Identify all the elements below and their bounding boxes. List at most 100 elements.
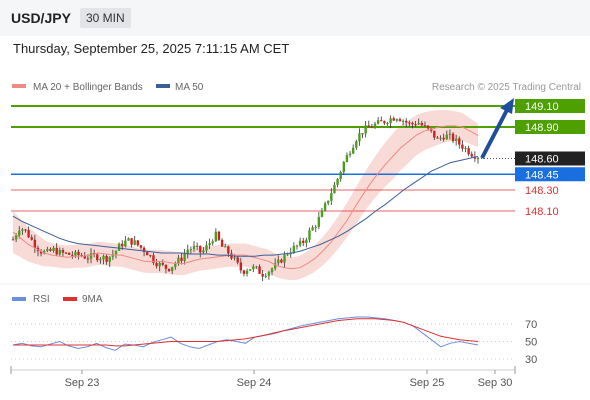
- candle-body: [161, 262, 164, 265]
- candle-body: [139, 245, 143, 248]
- candle-body: [439, 137, 442, 139]
- candle-body: [214, 231, 218, 242]
- candle-body: [454, 138, 458, 142]
- candle-body: [370, 127, 374, 129]
- forecast-arrow: [480, 107, 510, 159]
- candle-body: [142, 247, 146, 253]
- candle-body: [351, 147, 355, 154]
- candle-body: [18, 230, 21, 236]
- candle-body: [383, 121, 386, 124]
- candle-body: [408, 122, 411, 124]
- candle-body: [330, 193, 333, 201]
- candle-body: [77, 251, 80, 256]
- rsi-tick-30: 30: [525, 354, 537, 366]
- candle-body: [373, 123, 377, 128]
- candle-body: [302, 240, 305, 244]
- candle-body: [233, 257, 236, 259]
- candle-body: [414, 124, 417, 126]
- candle-body: [236, 257, 239, 263]
- candle-body: [205, 245, 208, 251]
- candle-body: [83, 255, 86, 259]
- candle-body: [392, 118, 395, 121]
- timeframe-badge[interactable]: 30 MIN: [80, 8, 131, 28]
- candle-body: [305, 239, 308, 244]
- candle-body: [64, 252, 68, 254]
- candle-body: [121, 243, 124, 247]
- candle-body: [342, 162, 346, 172]
- level-149-10-label: 149.10: [525, 101, 559, 113]
- candle-body: [461, 144, 464, 149]
- ma9-legend-label: 9MA: [82, 294, 103, 305]
- candle-body: [327, 200, 330, 204]
- candles-group: [11, 115, 480, 282]
- candle-body: [21, 229, 24, 231]
- header-bar: USD/JPY 30 MIN: [0, 0, 590, 36]
- candle-body: [273, 263, 277, 269]
- candle-body: [108, 256, 111, 262]
- candle-body: [136, 240, 140, 246]
- candle-body: [27, 230, 30, 238]
- forecast-arrow-head: [500, 98, 514, 114]
- candle-body: [405, 120, 408, 123]
- candle-body: [308, 230, 311, 240]
- candle-body: [174, 263, 177, 267]
- candle-body: [433, 130, 436, 138]
- candle-body: [445, 134, 448, 140]
- candle-body: [55, 247, 58, 255]
- candle-body: [199, 245, 202, 253]
- ma20-legend-swatch: [12, 84, 26, 88]
- candle-body: [267, 272, 271, 276]
- x-tick-sep-24: Sep 24: [237, 377, 272, 389]
- candle-body: [39, 251, 43, 254]
- candle-body: [67, 252, 71, 255]
- candle-body: [355, 141, 358, 148]
- candle-body: [467, 148, 470, 155]
- candle-body: [398, 119, 402, 122]
- candle-body: [270, 268, 274, 273]
- main-legend: MA 20 + Bollinger Bands MA 50 Research ©…: [12, 82, 581, 93]
- candle-body: [43, 250, 46, 254]
- ma50-legend-label: MA 50: [175, 82, 204, 93]
- candle-body: [102, 255, 105, 260]
- level-148-90-label: 148.90: [525, 122, 559, 134]
- candle-body: [245, 270, 249, 274]
- candle-body: [239, 262, 243, 271]
- candle-body: [71, 254, 74, 256]
- candle-body: [261, 273, 264, 277]
- x-tick-sep-23: Sep 23: [65, 377, 100, 389]
- candle-body: [242, 270, 246, 274]
- candle-body: [105, 255, 108, 262]
- candle-body: [311, 227, 314, 231]
- candle-body: [74, 251, 77, 256]
- candle-body: [448, 133, 452, 135]
- candle-body: [183, 253, 186, 261]
- candle-body: [170, 266, 174, 272]
- candle-body: [217, 231, 221, 240]
- candle-body: [80, 255, 83, 257]
- candle-body: [255, 266, 258, 268]
- candle-body: [111, 254, 115, 257]
- level-148-60-badge: [515, 151, 585, 166]
- candle-body: [361, 133, 364, 135]
- rsi-legend-swatch: [12, 297, 26, 301]
- candle-body: [248, 269, 252, 271]
- candle-body: [127, 238, 130, 241]
- candle-body: [211, 241, 214, 244]
- candle-body: [458, 138, 461, 145]
- candle-body: [149, 255, 152, 257]
- candle-body: [114, 250, 118, 255]
- candle-body: [420, 123, 424, 126]
- candle-body: [426, 125, 430, 129]
- candle-body: [345, 155, 349, 163]
- candle-body: [130, 238, 133, 245]
- candle-body: [133, 240, 136, 245]
- candle-body: [314, 226, 317, 228]
- rsi-tick-70: 70: [525, 319, 537, 331]
- ma20-legend-label: MA 20 + Bollinger Bands: [33, 82, 143, 93]
- candle-body: [264, 275, 267, 277]
- candle-body: [180, 257, 183, 261]
- candle-body: [411, 122, 414, 125]
- candle-body: [192, 245, 196, 250]
- candle-body: [252, 266, 255, 270]
